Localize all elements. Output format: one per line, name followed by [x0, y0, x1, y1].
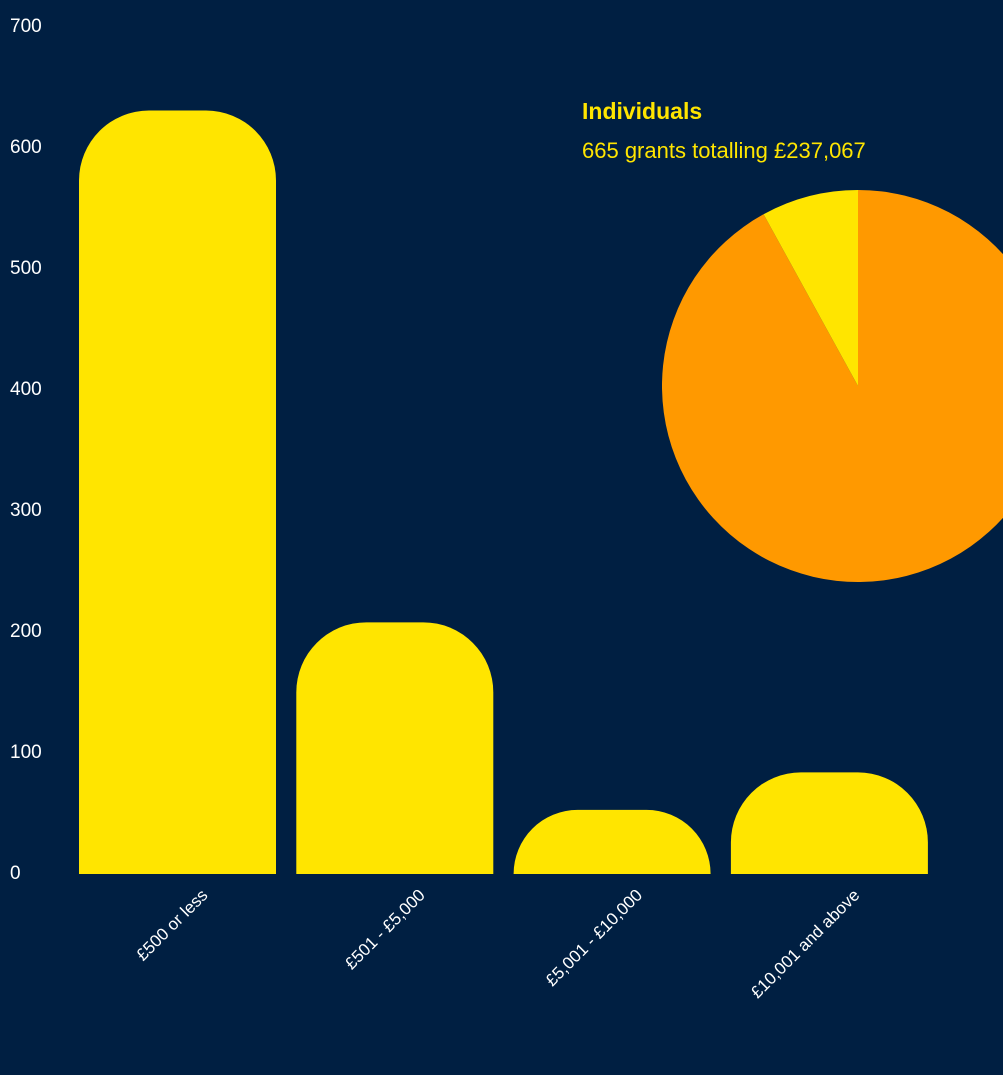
pie-slice	[763, 190, 858, 386]
bar	[296, 622, 494, 874]
x-tick-label: £501 - £5,000	[341, 886, 429, 974]
x-tick-label: £10,001 and above	[747, 886, 863, 1002]
x-tick-label: £5,001 - £10,000	[542, 886, 646, 990]
pie-slice	[662, 190, 1003, 582]
y-tick-label: 100	[10, 742, 42, 763]
y-tick-label: 400	[10, 379, 42, 400]
y-tick-label: 600	[10, 137, 42, 158]
y-tick-label: 0	[10, 863, 21, 884]
bar	[79, 110, 276, 875]
y-tick-label: 500	[10, 258, 42, 279]
pie-subtitle: 665 grants totalling £237,067	[582, 138, 866, 163]
bar	[513, 809, 711, 874]
bar	[730, 772, 928, 874]
y-tick-label: 300	[10, 500, 42, 521]
x-tick-label: £500 or less	[133, 886, 212, 965]
y-tick-label: 700	[10, 16, 42, 37]
y-tick-label: 200	[10, 621, 42, 642]
pie-title: Individuals	[582, 98, 702, 124]
